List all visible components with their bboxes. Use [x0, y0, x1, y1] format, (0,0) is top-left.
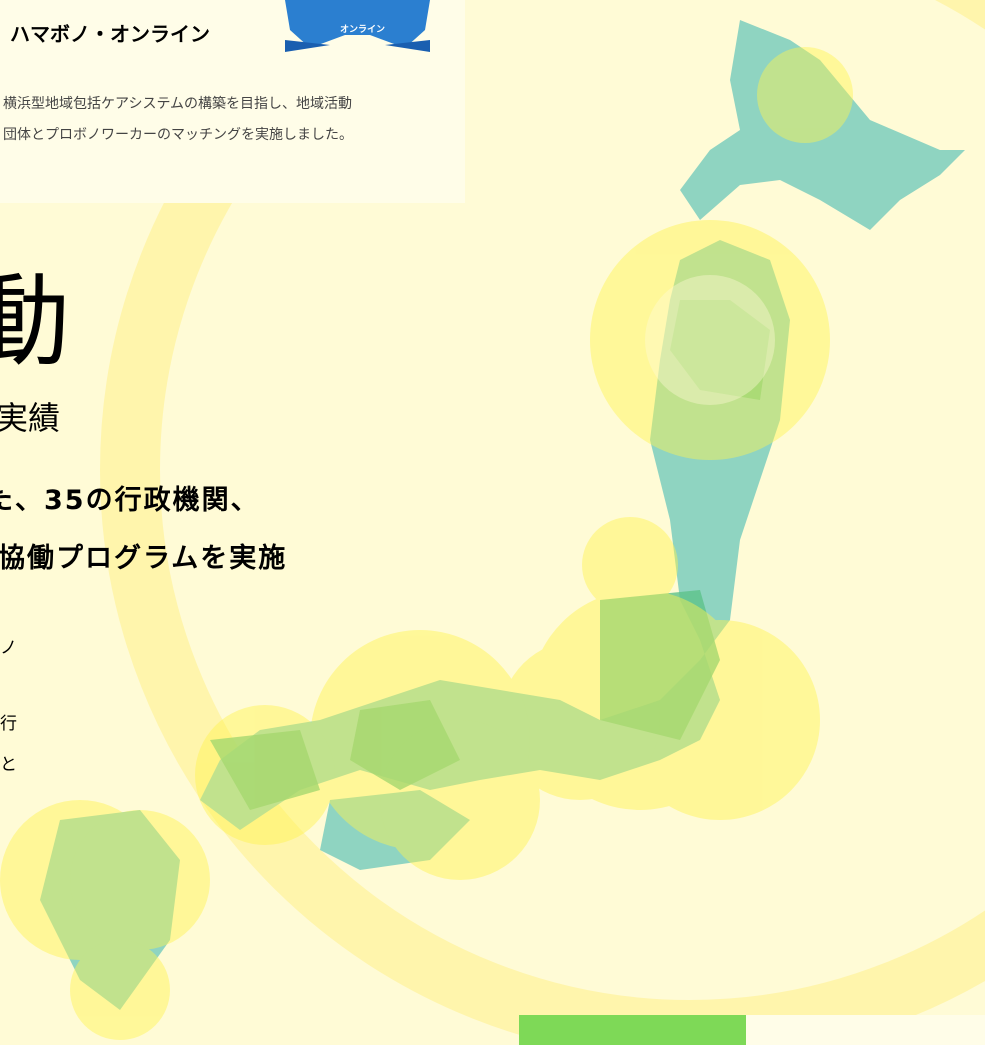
body-fragment: 行 — [0, 714, 17, 734]
site-title: ハマボノ・オンライン — [10, 22, 210, 46]
lead-line: 協働プログラムを実施 — [0, 543, 288, 574]
hero-heading: 動 — [0, 263, 70, 380]
hero-subheading: 実績 — [0, 399, 61, 437]
logo-text: オンライン — [340, 25, 386, 35]
lead-line: た、35の行政機関、 — [0, 485, 260, 516]
description-line: 団体とプロボノワーカーのマッチングを実施しました。 — [3, 127, 353, 143]
body-fragment: と — [0, 755, 17, 775]
body-fragment: ノ — [0, 638, 17, 658]
description-line: 横浜型地域包括ケアシステムの構築を目指し、地域活動 — [3, 96, 353, 112]
